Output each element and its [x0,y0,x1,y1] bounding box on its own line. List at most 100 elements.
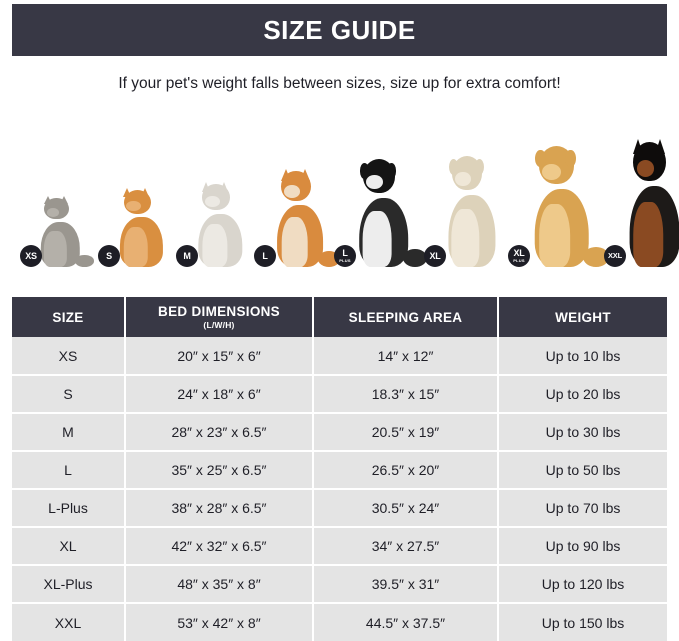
animal-front-leg-left [366,237,376,267]
table-row: L-Plus 38″ x 28″ x 6.5″ 30.5″ x 24″ Up to 7… [12,489,667,528]
row-weight: Up to 30 lbs [497,413,667,452]
lineup-animal-xl: XL [424,151,516,267]
row-sleeping-area: 34″ x 27.5″ [312,527,499,566]
size-badge-main-label: XL [513,248,525,259]
french-bulldog-illustration: M [176,181,262,267]
animal-ear-left [535,149,546,168]
row-weight: Up to 150 lbs [497,603,667,641]
animal-ear-left [359,162,370,179]
animal-front-leg-right [216,244,225,267]
row-size: XL-Plus [12,565,126,604]
table-body: XS 20″ x 15″ x 6″ 14″ x 12″ Up to 10 lbs S 24… [12,337,667,641]
animal-front-leg-right [556,234,568,267]
lineup-animal-l: L [254,167,344,267]
animal-front-leg-right [378,237,389,267]
table-row: M 28″ x 23″ x 6.5″ 20.5″ x 19″ Up to 30 lbs [12,413,667,452]
size-badge-xl: XL [424,245,446,267]
row-bed-dimensions: 24″ x 18″ x 6″ [124,375,314,414]
labrador-illustration: XL [424,151,516,267]
column-header-sleeping-area: SLEEPING AREA [312,297,499,337]
lineup-animal-xs: XS [20,195,98,267]
animal-ear-right [386,162,397,179]
table-header: SIZE BED DIMENSIONS (L/W/H) SLEEPING ARE… [12,297,667,337]
size-badge-xl-plus: XL PLUS [508,245,530,267]
animal-ear-left [632,138,643,154]
row-size: XXL [12,603,126,641]
column-header-bed-dimensions-sub: (L/W/H) [203,320,235,330]
size-badge-sub-label: PLUS [339,257,351,263]
labrador-figure [432,151,508,267]
animal-muzzle [636,160,654,177]
size-badge-m: M [176,245,198,267]
column-header-bed-dimensions-label: BED DIMENSIONS [158,304,280,319]
animal-front-leg-left [542,234,553,267]
grey-cat-figure [28,195,94,267]
row-bed-dimensions: 53″ x 42″ x 8″ [124,603,314,641]
animal-front-leg-left [454,236,464,267]
animal-muzzle [366,175,383,190]
doberman-illustration: XXL [604,137,679,267]
golden-retriever-figure [516,141,610,267]
animal-muzzle [542,163,561,180]
table-row: XL 42″ x 32″ x 6.5″ 34″ x 27.5″ Up to 90 lb… [12,527,667,566]
size-badge-main-label: L [262,250,268,261]
row-sleeping-area: 20.5″ x 19″ [312,413,499,452]
animal-tail [402,249,427,267]
row-size: M [12,413,126,452]
animal-front-leg-left [205,244,214,267]
animal-muzzle [126,201,141,212]
animal-tail [582,246,610,267]
page-header-banner: SIZE GUIDE [12,4,667,56]
column-header-weight-label: WEIGHT [555,309,611,325]
table-row: XS 20″ x 15″ x 6″ 14″ x 12″ Up to 10 lbs [12,337,667,376]
row-sleeping-area: 18.3″ x 15″ [312,375,499,414]
row-bed-dimensions: 20″ x 15″ x 6″ [124,337,314,376]
pomeranian-illustration: S [98,187,182,267]
animal-front-leg-right [56,248,64,267]
animal-ear-left [43,196,52,205]
table-row: L 35″ x 25″ x 6.5″ 26.5″ x 20″ Up to 50 lbs [12,451,667,490]
lineup-animal-m: M [176,181,262,267]
row-bed-dimensions: 42″ x 32″ x 6.5″ [124,527,314,566]
animal-front-leg-right [466,236,477,267]
row-weight: Up to 120 lbs [497,565,667,604]
shiba-inu-illustration: L [254,167,344,267]
pomeranian-figure [106,187,174,267]
lineup-animal-s: S [98,187,182,267]
animal-front-leg-left [46,248,55,267]
size-badge-xs: XS [20,245,42,267]
row-weight: Up to 90 lbs [497,527,667,566]
animal-lineup: XS S M L L PLUS XL XL PLUS XXL [12,130,679,275]
animal-ear-left [123,188,131,198]
row-size: L-Plus [12,489,126,528]
row-bed-dimensions: 38″ x 28″ x 6.5″ [124,489,314,528]
animal-muzzle [205,196,220,208]
row-weight: Up to 70 lbs [497,489,667,528]
animal-ear-right [565,149,576,168]
row-bed-dimensions: 35″ x 25″ x 6.5″ [124,451,314,490]
row-bed-dimensions: 48″ x 35″ x 8″ [124,565,314,604]
animal-front-leg-left [284,241,294,267]
size-badge-s: S [98,245,120,267]
column-header-weight: WEIGHT [497,297,667,337]
animal-ear-right [220,182,229,193]
column-header-bed-dimensions: BED DIMENSIONS (L/W/H) [124,297,314,337]
size-table: SIZE BED DIMENSIONS (L/W/H) SLEEPING ARE… [12,297,667,641]
french-bulldog-figure [184,181,254,267]
row-bed-dimensions: 28″ x 23″ x 6.5″ [124,413,314,452]
column-header-sleeping-area-label: SLEEPING AREA [348,309,463,325]
border-collie-illustration: L PLUS [334,155,430,267]
shiba-inu-figure [262,167,341,267]
size-badge-xxl: XXL [604,245,626,267]
row-size: S [12,375,126,414]
table-row: S 24″ x 18″ x 6″ 18.3″ x 15″ Up to 20 lbs [12,375,667,414]
animal-front-leg-right [649,233,660,267]
animal-ear-right [60,196,69,205]
row-weight: Up to 10 lbs [497,337,667,376]
size-badge-main-label: XXL [608,251,622,261]
row-sleeping-area: 14″ x 12″ [312,337,499,376]
row-weight: Up to 50 lbs [497,451,667,490]
table-row: XXL 53″ x 42″ x 8″ 44.5″ x 37.5″ Up to 150 … [12,603,667,641]
size-badge-main-label: S [106,250,112,261]
